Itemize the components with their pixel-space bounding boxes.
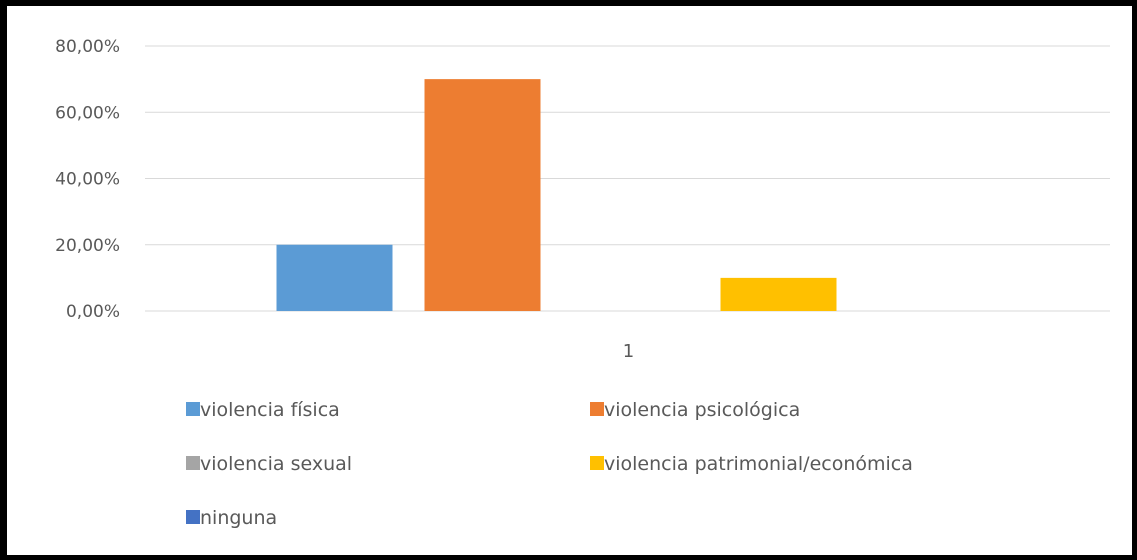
bar-violencia-psicol-gica [424, 79, 541, 311]
bar-violencia-patrimonial-econ-mica [720, 277, 837, 311]
legend-label: violencia psicológica [604, 399, 800, 421]
legend-label: violencia patrimonial/económica [604, 453, 913, 475]
legend-label: ninguna [200, 507, 277, 529]
y-tick-label: 40,00% [55, 170, 120, 190]
legend-swatch [590, 456, 604, 470]
bar-violencia-f-sica [276, 244, 393, 311]
legend-swatch [186, 402, 200, 416]
y-tick-label: 80,00% [55, 37, 120, 57]
y-tick-label: 20,00% [55, 236, 120, 256]
legend-swatch [590, 402, 604, 416]
legend-swatch [186, 510, 200, 524]
y-tick-label: 60,00% [55, 103, 120, 123]
x-category-label: 1 [623, 341, 634, 362]
legend-label: violencia física [200, 399, 340, 421]
legend-swatch [186, 456, 200, 470]
legend-label: violencia sexual [200, 453, 352, 475]
y-tick-label: 0,00% [66, 302, 120, 322]
